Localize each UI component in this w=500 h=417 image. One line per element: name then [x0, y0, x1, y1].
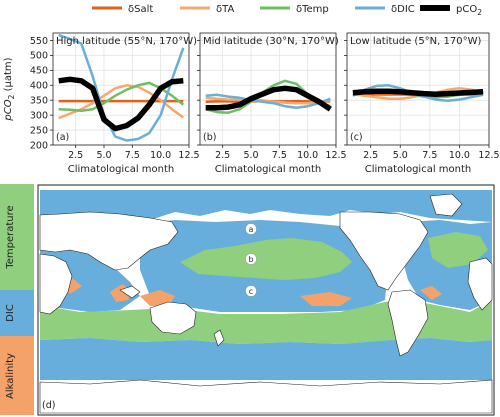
- panel-mid-latitude: 2.5 5.0 7.5 10.0 12.5 Mid latitude (30°N, 170…: [197, 32, 347, 175]
- y-tick-label: 200: [30, 140, 48, 151]
- legend-label-dic: δDIC: [391, 4, 415, 15]
- marker-a: [245, 223, 257, 235]
- panel-high-latitude: 2.5 5.0 7.5 10.0 12.5 200 250 300 350 400 450 500 55…: [3, 32, 200, 175]
- x-tick-label: 7.5: [272, 150, 287, 161]
- y-tick-label: 300: [30, 110, 48, 121]
- x-tick-label: 2.5: [68, 150, 83, 161]
- y-tick-label: 350: [30, 96, 48, 107]
- marker-c: [245, 285, 257, 297]
- region-southern-ocean-dic: [40, 338, 492, 380]
- x-tick-label: 7.5: [422, 150, 437, 161]
- colorbar-dic-label: DIC: [5, 304, 16, 322]
- land-greenland: [429, 193, 463, 217]
- y-axis-label: pCO2 (µatm): [3, 57, 16, 121]
- colorbar-alkalinity-label: Alkalinity: [5, 353, 16, 399]
- region-alkalinity-atlantic: [420, 286, 442, 300]
- plot-frame: [52, 32, 190, 146]
- panel-low-latitude: 2.5 5.0 7.5 10.0 12.5 Low latitude (5°N, 170°…: [344, 32, 500, 175]
- x-tick-label: 5.0: [393, 150, 408, 161]
- series-line-pco2: [205, 85, 332, 112]
- x-tick-label: 12.5: [478, 150, 499, 161]
- land-south-america: [387, 289, 429, 357]
- antarctica: [39, 379, 493, 414]
- land-africa-east: [467, 257, 493, 311]
- x-tick-label: 10.0: [150, 150, 171, 161]
- land-north-america: [339, 211, 429, 291]
- x-tick-label: 12.5: [325, 150, 346, 161]
- colorbar-temperature: [0, 184, 34, 290]
- land-eurasia: [39, 211, 179, 271]
- y-tick-label: 500: [30, 51, 48, 62]
- x-tick-label: 12.5: [178, 150, 199, 161]
- x-axis-label: Climatological month: [215, 164, 322, 175]
- plot-frame: [346, 32, 490, 146]
- x-axis-label: Climatological month: [365, 164, 472, 175]
- panel-label: (b): [203, 132, 216, 143]
- land-australia: [149, 301, 197, 335]
- series-line-dic: [205, 93, 331, 109]
- region-colorbar: Temperature DIC Alkalinity: [0, 184, 34, 415]
- colorbar-dic: [0, 290, 34, 336]
- series-line-pco2: [58, 76, 184, 132]
- x-tick-label: 2.5: [215, 150, 230, 161]
- legend-label-pco2: pCO2: [456, 4, 482, 17]
- region-arctic-dic: [40, 190, 492, 222]
- region-alkalinity-pacific-warmpool: [140, 290, 175, 306]
- legend-label-temp: δTemp: [296, 4, 329, 15]
- x-tick-label: 10.0: [297, 150, 318, 161]
- plot-frame: [199, 32, 337, 146]
- map-panel-label: (d): [42, 400, 55, 411]
- region-alkalinity-pacific-east: [300, 292, 352, 306]
- legend-label-salt: δSalt: [128, 4, 153, 15]
- series-line-dic: [58, 33, 185, 142]
- legend: δSalt δTA δTemp δDIC pCO2: [92, 4, 482, 17]
- marker-c-label: c: [249, 287, 253, 296]
- land-indonesia: [119, 285, 141, 299]
- colorbar-alkalinity: [0, 336, 34, 415]
- map-panel: a b c (d): [37, 184, 495, 416]
- colorbar-temperature-label: Temperature: [5, 205, 16, 269]
- region-north-pacific-temperature-2: [180, 238, 352, 280]
- marker-b-label: b: [248, 255, 253, 264]
- x-tick-label: 5.0: [243, 150, 258, 161]
- region-north-atlantic-temperature-2: [428, 232, 488, 268]
- land-new-zealand: [213, 329, 225, 347]
- y-tick-label: 400: [30, 81, 48, 92]
- panel-title: Low latitude (5°N, 170°W): [350, 36, 481, 47]
- marker-b: [245, 253, 257, 265]
- legend-label-ta: δTA: [216, 4, 234, 15]
- x-axis-label: Climatological month: [68, 164, 175, 175]
- y-tick-label: 550: [30, 36, 48, 47]
- marker-a-label: a: [249, 225, 254, 234]
- panel-label: (c): [350, 132, 363, 143]
- series-line-ta: [205, 96, 331, 105]
- x-tick-label: 2.5: [363, 150, 378, 161]
- x-tick-label: 7.5: [125, 150, 140, 161]
- y-tick-label: 250: [30, 125, 48, 136]
- land-africa: [39, 253, 73, 315]
- x-tick-label: 10.0: [449, 150, 470, 161]
- series-line-pco2: [352, 88, 484, 97]
- panel-title: High latitude (55°N, 170°W): [56, 36, 197, 47]
- panel-label: (a): [56, 132, 69, 143]
- x-tick-label: 5.0: [96, 150, 111, 161]
- legend-label-pco2-sub: 2: [477, 8, 482, 17]
- y-tick-label: 450: [30, 66, 48, 77]
- panel-title: Mid latitude (30°N, 170°W): [203, 36, 339, 47]
